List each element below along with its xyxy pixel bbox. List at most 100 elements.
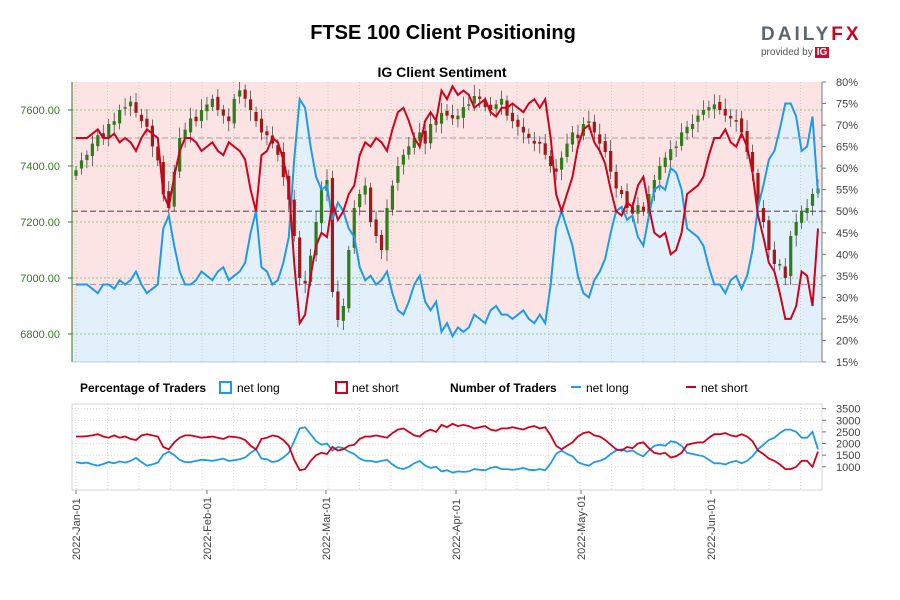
candle-body xyxy=(652,180,656,193)
candle-body xyxy=(183,129,187,140)
candle-body xyxy=(521,126,525,133)
candle-body xyxy=(134,102,138,113)
date-tick-label: 2022-May-01 xyxy=(576,495,588,560)
legend-num-heading: Number of Traders xyxy=(450,381,557,395)
candle-body xyxy=(734,120,738,122)
candle-body xyxy=(609,150,613,172)
logo-word-right: FX xyxy=(831,24,862,45)
traders-tick-label: 2000 xyxy=(836,439,860,451)
candle-body xyxy=(630,206,635,214)
logo-word-left: DAILY xyxy=(761,24,832,45)
candle-body xyxy=(756,173,760,206)
candle-body xyxy=(576,134,580,138)
candle-body xyxy=(74,170,78,176)
candle-body xyxy=(107,124,111,138)
candle-body xyxy=(298,237,302,278)
candle-body xyxy=(385,208,389,251)
right-tick-label: 80% xyxy=(836,77,858,89)
candle-body xyxy=(412,138,416,148)
candle-body xyxy=(805,208,809,214)
right-tick-label: 20% xyxy=(836,335,858,347)
net-short-traders-line xyxy=(76,422,819,472)
right-tick-label: 30% xyxy=(836,292,858,304)
candle-body xyxy=(319,188,324,224)
candle-body xyxy=(723,108,727,116)
logo-provided-by: provided by IG xyxy=(761,47,871,58)
candle-body xyxy=(658,166,662,180)
left-tick-label: 7400.00 xyxy=(20,161,60,173)
candle-body xyxy=(145,118,149,127)
candle-body xyxy=(276,145,280,155)
candle-body xyxy=(740,118,744,133)
date-tick-label: 2022-Jun-01 xyxy=(706,498,718,560)
candle-body xyxy=(79,160,84,169)
left-tick-label: 7600.00 xyxy=(20,105,60,117)
traders-tick-label: 2500 xyxy=(836,427,860,439)
candle-body xyxy=(696,115,700,122)
candle-body xyxy=(750,152,755,172)
candle-body xyxy=(701,110,706,115)
candle-body xyxy=(527,133,531,138)
candle-body xyxy=(810,194,815,206)
candle-body xyxy=(199,110,204,121)
candle-body xyxy=(118,110,122,124)
right-tick-label: 50% xyxy=(836,206,858,218)
long-area-fill xyxy=(72,99,822,362)
candle-body xyxy=(101,133,105,138)
right-tick-label: 45% xyxy=(836,228,858,240)
candle-body xyxy=(227,116,231,122)
candle-body xyxy=(423,130,427,144)
candle-body xyxy=(112,121,116,125)
candle-body xyxy=(745,131,749,152)
candle-body xyxy=(188,118,193,133)
candle-body xyxy=(232,98,236,124)
candle-body xyxy=(238,90,242,97)
date-tick-label: 2022-Apr-01 xyxy=(451,499,463,560)
candle-body xyxy=(429,124,433,144)
candle-body xyxy=(281,152,285,178)
legend-pct-long-label: net long xyxy=(237,381,280,395)
candle-body xyxy=(90,143,94,156)
candle-body xyxy=(379,234,384,250)
right-tick-label: 40% xyxy=(836,249,858,261)
candle-body xyxy=(445,110,449,116)
candle-body xyxy=(248,99,253,110)
candle-body xyxy=(363,185,367,195)
right-tick-label: 65% xyxy=(836,142,858,154)
candle-body xyxy=(663,157,667,168)
candle-body xyxy=(205,104,209,112)
logo-provided-text: provided by xyxy=(761,47,813,58)
date-tick-label: 2022-Jan-01 xyxy=(71,498,83,560)
candle-body xyxy=(461,107,465,118)
ig-logo-icon: IG xyxy=(814,47,830,58)
candle-body xyxy=(554,168,558,172)
candle-body xyxy=(216,96,220,110)
candle-body xyxy=(439,112,444,124)
candle-body xyxy=(369,187,373,222)
candle-body xyxy=(800,210,804,223)
candle-body xyxy=(341,306,345,321)
candle-body xyxy=(309,255,313,282)
candle-body xyxy=(499,98,504,105)
candle-body xyxy=(292,199,296,236)
candle-body xyxy=(516,119,520,127)
main-chart-panel: IG Client Sentiment 6800.00 7000.00 7200.00… xyxy=(20,64,858,369)
candle-body xyxy=(265,131,269,136)
candle-body xyxy=(221,109,225,116)
traders-tick-label: 1000 xyxy=(836,462,860,474)
left-tick-label: 7000.00 xyxy=(20,273,60,285)
candle-body xyxy=(156,146,160,161)
candle-body xyxy=(489,104,493,110)
candle-body xyxy=(538,141,542,144)
candle-body xyxy=(570,132,575,145)
candle-body xyxy=(374,219,378,236)
candle-body xyxy=(707,107,711,111)
candle-body xyxy=(592,121,596,133)
legend-pct-short-swatch xyxy=(335,381,348,394)
candle-body xyxy=(243,89,247,99)
candle-body xyxy=(783,266,787,278)
candle-body xyxy=(330,178,335,292)
candle-body xyxy=(167,191,171,208)
candle-body xyxy=(259,118,264,133)
